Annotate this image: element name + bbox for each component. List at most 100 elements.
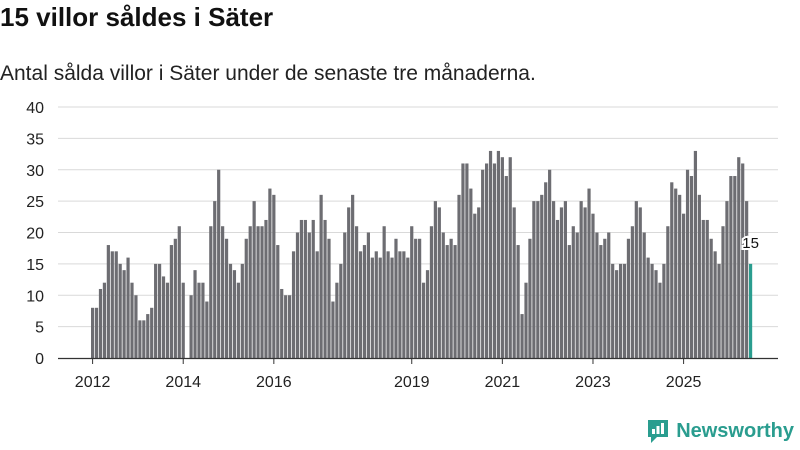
x-axis: 2012 2014 2016 2019 2021 2023 2025	[58, 357, 778, 391]
bar	[165, 282, 170, 358]
bar	[504, 176, 508, 358]
bar	[701, 219, 705, 358]
bar	[232, 270, 237, 358]
bar	[358, 251, 363, 358]
bar	[741, 163, 745, 358]
bar	[201, 282, 205, 358]
bar	[685, 169, 690, 358]
bar	[394, 238, 398, 358]
bar	[106, 245, 110, 358]
bar	[319, 194, 323, 358]
bar	[492, 163, 497, 358]
bar	[548, 169, 552, 358]
bar	[102, 282, 107, 358]
bar	[217, 169, 221, 358]
bar	[465, 163, 469, 358]
bar	[146, 314, 150, 358]
bar	[540, 194, 544, 358]
bar	[311, 219, 315, 358]
bar	[224, 238, 229, 358]
bar	[284, 295, 288, 358]
bar	[516, 245, 520, 358]
bar	[559, 207, 564, 358]
bar	[579, 201, 583, 358]
bar	[264, 219, 268, 358]
bar	[737, 157, 741, 358]
bar	[193, 270, 197, 358]
bar	[725, 201, 729, 358]
bar	[347, 207, 351, 358]
bar	[418, 238, 422, 358]
bar	[733, 176, 737, 358]
chart-subtitle: Antal sålda villor i Säter under de sena…	[0, 62, 536, 85]
bar	[114, 251, 118, 358]
y-tick-label: 30	[26, 163, 44, 180]
brand-logo: Newsworthy	[646, 418, 794, 444]
chart-title: 15 villor såldes i Säter	[0, 2, 274, 32]
y-tick-label: 15	[26, 257, 44, 274]
bar	[256, 226, 260, 358]
bar	[161, 276, 166, 358]
bar	[252, 201, 256, 358]
bars	[91, 150, 753, 358]
bar	[551, 201, 556, 358]
bar	[642, 232, 646, 358]
bar	[425, 270, 430, 358]
bar	[118, 263, 122, 358]
bar	[228, 263, 233, 358]
bar	[591, 213, 595, 358]
bar	[449, 238, 453, 358]
bar	[745, 201, 749, 358]
bar	[618, 263, 623, 358]
bar	[512, 207, 516, 358]
bar	[181, 282, 185, 358]
bar	[343, 232, 347, 358]
bar	[327, 238, 331, 358]
bar	[406, 257, 410, 358]
bar	[595, 232, 599, 358]
bar	[445, 245, 449, 358]
bar	[91, 307, 95, 358]
bar	[197, 282, 201, 358]
bar	[630, 226, 634, 358]
x-tick-label: 2023	[575, 374, 611, 391]
bar	[662, 263, 666, 358]
bar	[437, 207, 441, 358]
bar	[94, 307, 99, 358]
bar	[650, 263, 654, 358]
bar	[374, 251, 378, 358]
bar	[410, 226, 414, 358]
bar	[122, 270, 126, 358]
bar	[524, 282, 528, 358]
bar	[173, 238, 177, 358]
y-axis-ticks: 0 5 10 15 20 25 30 35 40	[26, 100, 44, 368]
bar	[599, 245, 603, 358]
brand-name: Newsworthy	[676, 419, 794, 442]
bar	[473, 213, 477, 358]
bar	[205, 301, 209, 358]
bar	[288, 295, 292, 358]
bar	[611, 263, 615, 358]
bar	[563, 201, 567, 358]
data-label: 15	[742, 235, 759, 252]
bar	[398, 251, 402, 358]
bar	[496, 150, 501, 358]
bar	[500, 157, 504, 358]
bar	[654, 270, 658, 358]
bar	[370, 257, 374, 358]
bar	[748, 263, 753, 358]
bar	[386, 251, 390, 358]
bar	[536, 201, 540, 358]
y-tick-label: 20	[26, 226, 44, 243]
x-tick-label: 2021	[485, 374, 521, 391]
bar	[626, 238, 631, 358]
y-tick-label: 35	[26, 131, 44, 148]
bar	[689, 176, 694, 358]
bar	[571, 226, 575, 358]
bar	[607, 232, 611, 358]
bar	[713, 251, 717, 358]
bar	[134, 295, 138, 358]
bar	[307, 232, 311, 358]
bar	[331, 301, 335, 358]
bar	[414, 238, 418, 358]
